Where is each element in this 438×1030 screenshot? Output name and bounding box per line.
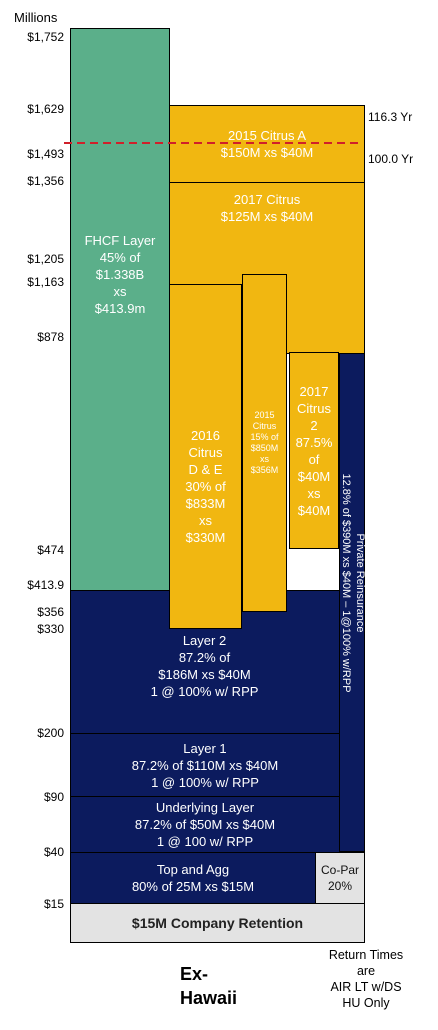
y-label-356: $356 bbox=[37, 605, 64, 619]
region-label: Ex- Hawaii bbox=[180, 964, 238, 1008]
citrus-2017-2-layer: 2017 Citrus 2 87.5% of $40M xs $40M bbox=[289, 352, 339, 549]
y-label-40: $40 bbox=[43, 845, 64, 859]
y-label-1205: $1,205 bbox=[27, 252, 64, 266]
y-label-90: $90 bbox=[43, 790, 64, 804]
return-period-top: 116.3 Yr bbox=[368, 110, 413, 124]
y-label-1629: $1,629 bbox=[27, 102, 64, 116]
return-times-note: Return Times are AIR LT w/DS HU Only bbox=[328, 948, 404, 1010]
y-label-413-9: $413.9 bbox=[27, 578, 64, 592]
private-reinsurance-layer bbox=[339, 352, 365, 852]
y-label-1356: $1,356 bbox=[27, 174, 64, 188]
company-retention-layer: $15M Company Retention bbox=[70, 903, 365, 943]
y-label-1163: $1,163 bbox=[27, 275, 64, 289]
layer-2-label: Layer 2 87.2% of $186M xs $40M 1 @ 100% … bbox=[150, 633, 259, 699]
y-label-878: $878 bbox=[37, 330, 64, 344]
citrus-2015-small-layer: 2015 Citrus 15% of $850M xs $356M bbox=[242, 274, 287, 612]
fhcf-layer: FHCF Layer 45% of $1.338B xs $413.9m bbox=[70, 28, 170, 591]
citrus-2016-layer: 2016 Citrus D & E 30% of $833M xs $330M bbox=[169, 284, 242, 629]
y-label-330: $330 bbox=[37, 622, 64, 636]
copar-layer: Co-Par 20% bbox=[315, 852, 365, 904]
units-label: Millions bbox=[14, 10, 58, 25]
y-label-474: $474 bbox=[37, 543, 64, 557]
y-label-1752: $1,752 bbox=[27, 30, 64, 44]
y-label-15: $15 bbox=[43, 897, 64, 911]
y-label-200: $200 bbox=[37, 726, 64, 740]
layer-1: Layer 1 87.2% of $110M xs $40M 1 @ 100% … bbox=[70, 733, 340, 797]
return-period-100: 100.0 Yr bbox=[368, 152, 414, 166]
underlying-layer: Underlying Layer 87.2% of $50M xs $40M 1… bbox=[70, 796, 340, 853]
y-label-1493: $1,493 bbox=[27, 147, 64, 161]
